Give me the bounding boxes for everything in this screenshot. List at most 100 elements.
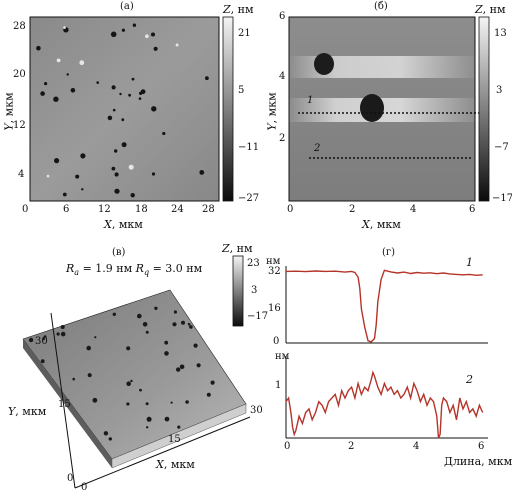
c-xtick-30: 30 <box>250 405 263 416</box>
c-y-title: Y, мкм <box>8 405 47 418</box>
particle-dot <box>139 388 142 392</box>
panel-a-surface <box>30 17 219 201</box>
profile-2-line <box>285 370 484 439</box>
particle-dot <box>43 335 47 338</box>
panel-c-top-face <box>22 289 247 460</box>
particle-dot <box>128 164 134 170</box>
particle-dot <box>126 381 131 387</box>
d-xtick-4: 4 <box>413 441 420 452</box>
b-ytick-2: 2 <box>279 133 286 144</box>
b-x-title: X, мкм <box>362 218 401 231</box>
particle-dot <box>103 431 109 436</box>
panel-a-map <box>29 16 220 202</box>
particle-dot <box>42 337 45 341</box>
particle-dot <box>146 416 152 422</box>
particle-dot <box>142 322 148 327</box>
particle-dot <box>46 174 50 178</box>
particle-dot <box>126 346 131 351</box>
particle-dot <box>80 153 86 159</box>
particle-dot <box>114 172 119 177</box>
particle-dot <box>108 437 113 441</box>
particle-dot <box>128 93 132 97</box>
particle-dot <box>70 88 76 93</box>
b-xtick-2: 2 <box>349 204 356 215</box>
particle-dot <box>121 118 125 122</box>
particle-dot <box>92 397 98 403</box>
a-xtick-12: 12 <box>98 204 111 215</box>
panel-b-particle-upper <box>314 53 334 75</box>
d-xtick-0: 0 <box>284 441 291 452</box>
particle-dot <box>173 310 177 314</box>
particle-dot <box>170 401 173 404</box>
particle-dot <box>111 166 116 171</box>
particle-dot <box>56 58 61 63</box>
c-cbar-m17: −17 <box>247 311 269 322</box>
particle-dot <box>176 367 181 372</box>
particle-dot <box>112 108 116 112</box>
b-cbar-m7: −7 <box>494 142 509 153</box>
particle-dot <box>179 364 185 370</box>
c-xtick-15: 15 <box>168 434 181 445</box>
b-xtick-4: 4 <box>410 204 417 215</box>
particle-dot <box>210 380 215 385</box>
particle-dot <box>121 28 125 32</box>
c-ytick-30: 30 <box>35 336 48 347</box>
particle-dot <box>75 174 80 179</box>
a-xtick-24: 24 <box>171 204 184 215</box>
d2-ylabel: нм <box>275 351 290 362</box>
particle-dot <box>60 325 65 329</box>
particle-dot <box>79 60 85 66</box>
d2-ytick-1: 1 <box>275 380 282 391</box>
b-xtick-6: 6 <box>469 204 476 215</box>
panel-c-colorbar <box>232 255 244 327</box>
b-line-label-2: 2 <box>314 143 321 154</box>
particle-dot <box>56 332 60 336</box>
a-xtick-6: 6 <box>63 204 70 215</box>
a-xtick-0: 0 <box>22 204 29 215</box>
particle-dot <box>63 26 66 29</box>
particle-dot <box>53 96 59 102</box>
panel-c-front-face <box>111 403 247 469</box>
particle-dot <box>130 379 133 383</box>
particle-dot <box>145 330 149 334</box>
a-x-title: X, мкм <box>104 218 143 231</box>
c-x-title: X, мкм <box>156 458 195 471</box>
b-cbar-13: 13 <box>494 28 507 39</box>
panel-a-label: (а) <box>120 1 134 12</box>
particle-dot <box>146 426 149 429</box>
particle-dot <box>205 76 209 81</box>
panel-b-frame <box>288 16 476 202</box>
panel-c-label: (в) <box>112 247 126 258</box>
particle-dot <box>96 81 99 84</box>
d-xtick-6: 6 <box>478 441 485 452</box>
d2-series-label: 2 <box>466 373 473 386</box>
panel-b-label: (б) <box>374 1 388 12</box>
b-cbar-3: 3 <box>496 85 503 96</box>
b-ytick-6: 6 <box>279 11 286 22</box>
particle-dot <box>36 45 41 51</box>
panel-c-3d-surface <box>22 289 251 489</box>
particle-dot <box>172 322 177 327</box>
particle-dot <box>145 402 149 406</box>
a-ytick-12: 12 <box>13 120 26 131</box>
particle-dot <box>196 363 201 368</box>
panel-a-colorbar-title: Z, нм <box>223 3 254 16</box>
a-cbar-m27: −27 <box>238 193 260 204</box>
a-xtick-28: 28 <box>202 204 215 215</box>
particle-dot <box>140 89 146 95</box>
c-ytick-0: 0 <box>67 473 74 484</box>
d-xtick-2: 2 <box>348 441 355 452</box>
particle-dot <box>121 142 127 148</box>
particle-dot <box>137 313 142 319</box>
panel-d-profile-1-axes <box>285 266 488 344</box>
particle-dot <box>94 336 97 339</box>
particle-dot <box>110 31 117 38</box>
panel-c-y-axis <box>50 312 76 489</box>
panel-a-particles <box>36 23 209 198</box>
particle-dot <box>189 325 193 329</box>
a-ytick-4: 4 <box>18 169 25 180</box>
particle-dot <box>193 343 198 348</box>
b-cbar-m17: −17 <box>492 193 512 204</box>
particle-dot <box>145 34 149 38</box>
particle-dot <box>181 320 185 325</box>
